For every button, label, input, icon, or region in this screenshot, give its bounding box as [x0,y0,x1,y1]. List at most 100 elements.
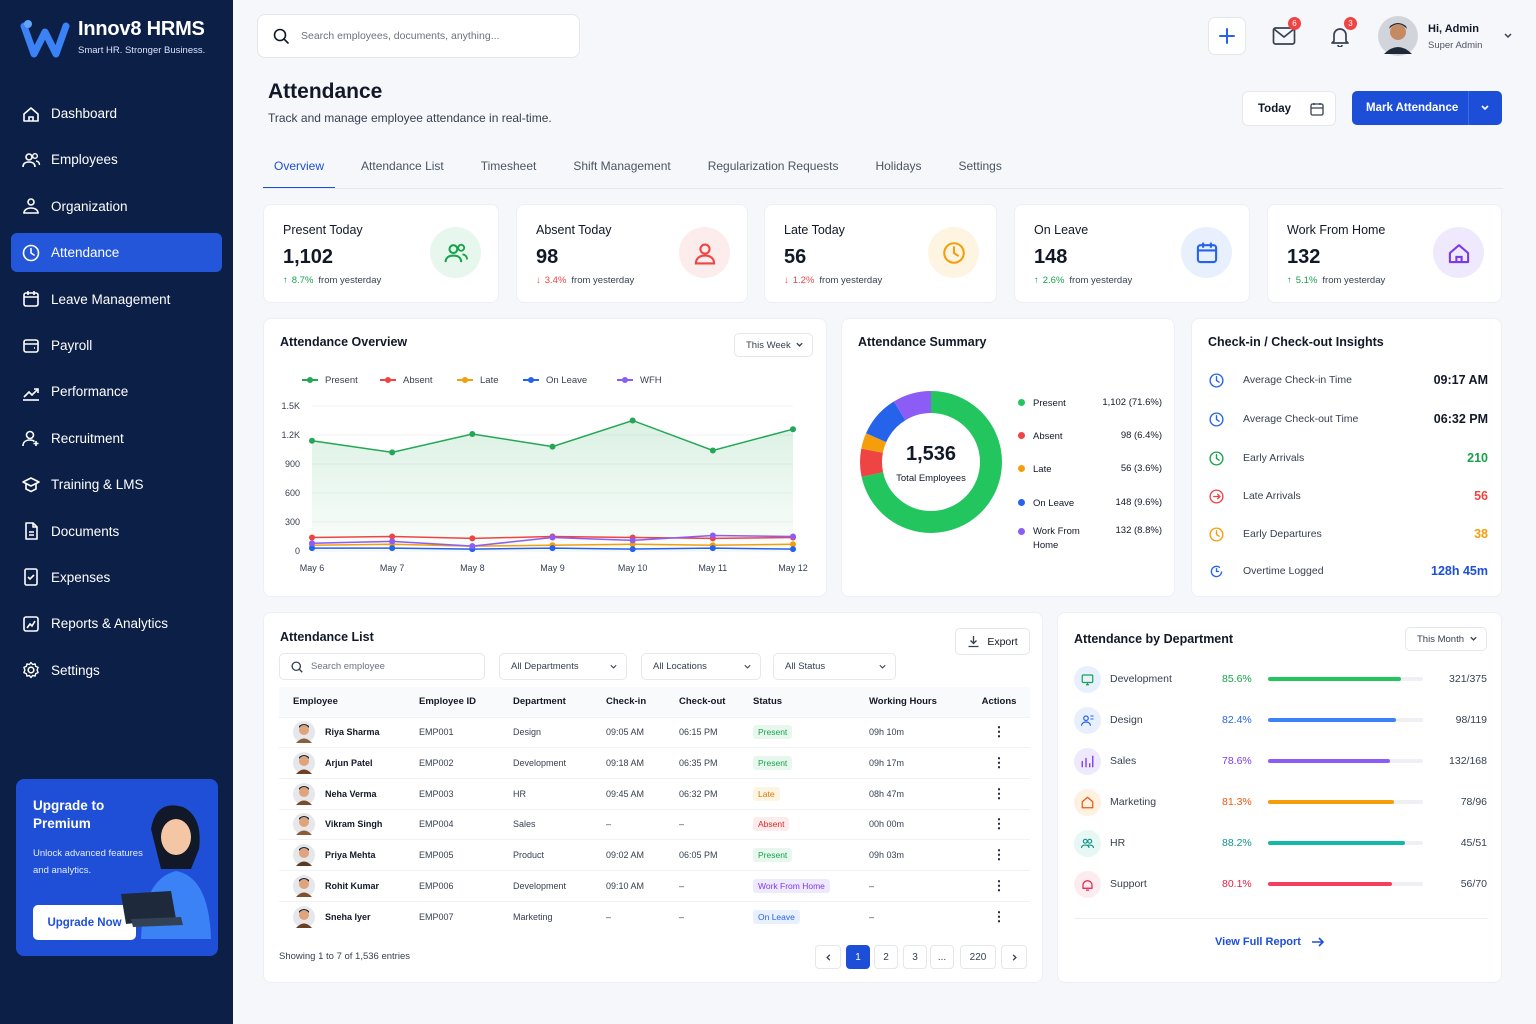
stat-card-absent-today[interactable]: Absent Today 98 ↓ 3.4% from yesterday [516,204,748,303]
global-search[interactable]: Search employees, documents, anything... [257,14,580,58]
department-row-development[interactable]: Development 85.6% 321/375 [1074,666,1487,694]
more-vertical-icon[interactable]: ⋮ [992,847,1006,863]
more-vertical-icon[interactable]: ⋮ [992,816,1006,832]
tab-regularization-requests[interactable]: Regularization Requests [707,159,839,173]
filter-all-locations[interactable]: All Locations [641,653,761,680]
legend-absent[interactable]: Absent [380,375,433,386]
data-point[interactable] [629,546,636,553]
data-point[interactable] [790,533,796,540]
employee-name[interactable]: Riya Sharma [325,727,380,738]
page-button[interactable]: ... [930,945,954,969]
data-point[interactable] [549,443,556,450]
data-point[interactable] [389,545,396,552]
page-button[interactable]: 3 [903,945,927,969]
employee-search-input[interactable]: Search employee [311,661,385,672]
department-row-hr[interactable]: HR 88.2% 45/51 [1074,830,1487,858]
search-input[interactable]: Search employees, documents, anything... [301,30,500,42]
department-row-support[interactable]: Support 80.1% 56/70 [1074,871,1487,899]
next-page-button[interactable] [1001,945,1027,969]
table-row[interactable]: Rohit Kumar EMP006 Development 09:10 AM – Wor… [279,869,1030,902]
sidebar-item-documents[interactable]: Documents [11,512,222,551]
tab-settings[interactable]: Settings [958,159,1002,173]
department-row-sales[interactable]: Sales 78.6% 132/168 [1074,748,1487,776]
data-point[interactable] [309,534,315,541]
sidebar-item-leave-management[interactable]: Leave Management [11,280,222,319]
sidebar-item-settings[interactable]: Settings [11,651,222,690]
page-button[interactable]: 2 [874,945,898,969]
view-full-report-link[interactable]: View Full Report [1215,936,1325,948]
data-point[interactable] [709,532,716,539]
filter-all-departments[interactable]: All Departments [499,653,627,680]
prev-page-button[interactable] [815,945,841,969]
legend-present[interactable]: Present [302,375,358,386]
sidebar-item-dashboard[interactable]: Dashboard [11,94,222,133]
sidebar-item-organization[interactable]: Organization [11,187,222,226]
tab-attendance-list[interactable]: Attendance List [361,159,444,173]
sidebar-item-performance[interactable]: Performance [11,372,222,411]
tab-overview[interactable]: Overview [263,150,336,189]
more-vertical-icon[interactable]: ⋮ [992,908,1006,924]
data-point[interactable] [629,417,636,424]
filter-all-status[interactable]: All Status [773,653,896,680]
table-row[interactable]: Arjun Patel EMP002 Development 09:18 AM 06:3… [279,747,1030,779]
data-point[interactable] [309,540,315,547]
data-point[interactable] [309,437,315,444]
table-row[interactable]: Sneha Iyer EMP007 Marketing – – On Leave – ⋮ [279,900,1030,932]
data-point[interactable] [389,449,396,456]
employee-name[interactable]: Priya Mehta [325,850,376,861]
data-point[interactable] [549,534,556,541]
more-vertical-icon[interactable]: ⋮ [992,877,1006,893]
overview-range-select[interactable]: This Week [734,333,813,357]
stat-card-present-today[interactable]: Present Today 1,102 ↑ 8.7% from yesterday [263,204,499,303]
legend-wfh[interactable]: WFH [617,375,662,386]
donut-slice-work-from-home[interactable] [860,391,1002,533]
sidebar-item-payroll[interactable]: Payroll [11,326,222,365]
data-point[interactable] [790,546,796,553]
sidebar-item-expenses[interactable]: Expenses [11,558,222,597]
table-row[interactable]: Vikram Singh EMP004 Sales – – Absent 00h 00m ⋮ [279,808,1030,840]
stat-card-late-today[interactable]: Late Today 56 ↓ 1.2% from yesterday [764,204,997,303]
mail-button[interactable]: 6 [1265,17,1303,55]
data-point[interactable] [389,538,396,545]
employee-name[interactable]: Neha Verma [325,788,377,799]
employee-name[interactable]: Vikram Singh [325,819,383,830]
data-point[interactable] [709,447,716,454]
sidebar-item-training-lms[interactable]: Training & LMS [11,465,222,504]
sidebar-item-reports-analytics[interactable]: Reports & Analytics [11,604,222,643]
employee-name[interactable]: Arjun Patel [325,758,373,769]
page-button[interactable]: 1 [846,945,870,969]
data-point[interactable] [790,426,796,433]
notifications-button[interactable]: 3 [1321,17,1359,55]
legend-on-leave[interactable]: On Leave [523,375,587,386]
data-point[interactable] [629,537,636,544]
data-point[interactable] [309,545,315,552]
tab-timesheet[interactable]: Timesheet [480,159,537,173]
page-button[interactable]: 220 [960,945,996,969]
tab-shift-management[interactable]: Shift Management [573,159,671,173]
department-row-marketing[interactable]: Marketing 81.3% 78/96 [1074,789,1487,817]
data-point[interactable] [549,545,556,552]
table-row[interactable]: Neha Verma EMP003 HR 09:45 AM 06:32 PM Late 08… [279,777,1030,810]
sidebar-item-recruitment[interactable]: Recruitment [11,419,222,458]
more-vertical-icon[interactable]: ⋮ [992,724,1006,740]
department-range-select[interactable]: This Month [1405,627,1487,651]
table-row[interactable]: Priya Mehta EMP005 Product 09:02 AM 06:05 PM… [279,839,1030,871]
tab-holidays[interactable]: Holidays [875,159,922,173]
donut-slice-absent[interactable] [860,391,1002,533]
chevron-down-icon[interactable] [1480,103,1490,113]
stat-card-work-from-home[interactable]: Work From Home 132 ↑ 5.1% from yesterday [1267,204,1502,303]
data-point[interactable] [389,533,396,540]
data-point[interactable] [469,543,476,550]
employee-search[interactable]: Search employee [279,653,485,680]
profile-menu[interactable]: Hi, Admin Super Admin [1378,16,1518,58]
sidebar-item-attendance[interactable]: Attendance [11,233,222,273]
mark-attendance-button[interactable]: Mark Attendance [1352,91,1502,125]
more-vertical-icon[interactable]: ⋮ [992,785,1006,801]
table-row[interactable]: Riya Sharma EMP001 Design 09:05 AM 06:15 PM P… [279,716,1030,748]
data-point[interactable] [469,431,476,438]
employee-name[interactable]: Sneha Iyer [325,911,371,922]
upgrade-now-button[interactable]: Upgrade Now [33,905,136,940]
data-point[interactable] [790,541,796,548]
sidebar-item-employees[interactable]: Employees [11,140,222,179]
date-picker[interactable]: Today [1242,91,1336,126]
